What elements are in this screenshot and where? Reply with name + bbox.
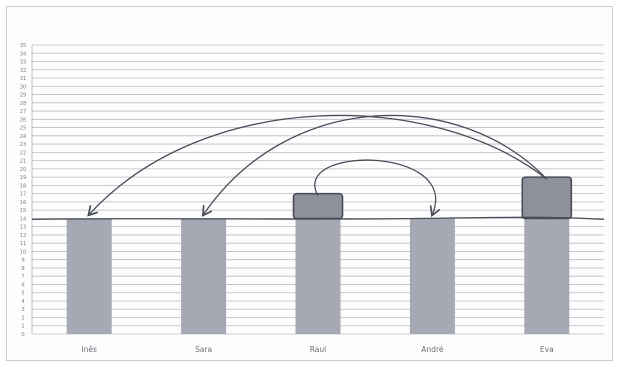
arrow-raul-to-andré bbox=[314, 159, 436, 214]
arrow-eva-to-inês bbox=[89, 114, 548, 214]
y-tick-label: 3 bbox=[21, 307, 24, 313]
x-tick-label: Raul bbox=[310, 345, 326, 354]
y-tick-label: 7 bbox=[21, 274, 24, 280]
y-tick-label: 11 bbox=[20, 241, 27, 247]
y-tick-label: 28 bbox=[20, 101, 27, 107]
y-tick-label: 2 bbox=[21, 315, 24, 321]
y-tick-label: 35 bbox=[20, 43, 27, 49]
x-tick-labels: Inês Sara Raul André Eva bbox=[81, 345, 553, 354]
x-tick-label: Sara bbox=[195, 345, 212, 354]
y-tick-label: 23 bbox=[20, 142, 27, 148]
bar-andré bbox=[409, 218, 455, 334]
y-tick-label: 9 bbox=[21, 258, 24, 264]
y-tick-label: 10 bbox=[20, 249, 27, 255]
redistribution-marks bbox=[31, 114, 605, 221]
bar-sara bbox=[181, 218, 227, 334]
y-tick-label: 24 bbox=[20, 134, 27, 140]
bar-chart: 0123456789101112131415161718192021222324… bbox=[20, 43, 605, 354]
x-tick-label: Inês bbox=[81, 345, 97, 354]
average-line bbox=[31, 216, 605, 221]
y-tick-label: 32 bbox=[20, 68, 27, 74]
bar-inês bbox=[66, 218, 112, 334]
y-tick-label: 30 bbox=[20, 84, 27, 90]
y-tick-label: 15 bbox=[20, 208, 27, 214]
y-tick-label: 6 bbox=[21, 282, 24, 288]
y-tick-label: 4 bbox=[21, 299, 25, 305]
y-tick-label: 18 bbox=[20, 183, 27, 189]
y-tick-label: 27 bbox=[20, 109, 27, 115]
y-tick-label: 0 bbox=[21, 332, 24, 338]
y-tick-label: 29 bbox=[20, 93, 27, 99]
x-tick-label: André bbox=[421, 345, 444, 354]
x-tick-label: Eva bbox=[540, 345, 554, 354]
arrow-eva-to-sara bbox=[204, 114, 548, 214]
y-tick-label: 16 bbox=[20, 200, 27, 206]
y-tick-label: 34 bbox=[20, 51, 27, 57]
y-tick-label: 1 bbox=[21, 324, 24, 330]
y-tick-label: 21 bbox=[20, 159, 27, 165]
y-tick-labels: 0123456789101112131415161718192021222324… bbox=[20, 43, 27, 338]
y-tick-label: 33 bbox=[20, 60, 27, 66]
y-tick-label: 31 bbox=[20, 76, 27, 82]
y-tick-label: 26 bbox=[20, 117, 27, 123]
chart-frame: 0 1 2 3 4 5 6 7 8 9 10 11 12 13 14 15 16 17 18 19 20 21 22 23 24… bbox=[6, 6, 613, 361]
y-tick-label: 13 bbox=[20, 225, 27, 231]
excess-block-eva bbox=[521, 176, 573, 220]
y-tick-label: 19 bbox=[20, 175, 27, 181]
y-tick-label: 22 bbox=[20, 150, 27, 156]
y-tick-label: 8 bbox=[21, 266, 24, 272]
y-tick-label: 17 bbox=[20, 192, 27, 198]
y-tick-label: 5 bbox=[21, 291, 24, 297]
y-tick-label: 20 bbox=[20, 167, 27, 173]
y-tick-label: 25 bbox=[20, 126, 27, 132]
excess-block-raul bbox=[292, 192, 344, 220]
y-tick-label: 12 bbox=[20, 233, 27, 239]
bars bbox=[66, 177, 570, 334]
y-tick-label: 14 bbox=[20, 216, 27, 222]
